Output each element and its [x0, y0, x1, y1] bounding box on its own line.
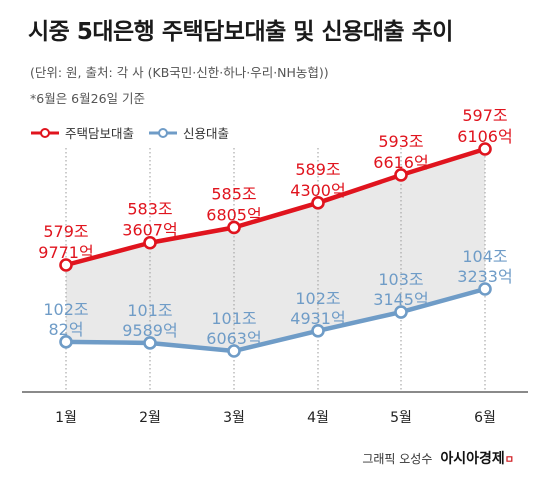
data-label-credit: 4931억: [290, 309, 345, 328]
legend-label-credit: 신용대출: [183, 126, 230, 141]
x-tick-label: 3월: [223, 410, 245, 426]
data-point-mortgage: [59, 258, 73, 272]
chart-title: 시중 5대은행 주택담보대출 및 신용대출 추이: [28, 19, 453, 45]
data-label-mortgage: 6805억: [206, 205, 261, 224]
data-label-mortgage: 589조: [295, 160, 340, 179]
data-label-mortgage: 9771억: [38, 243, 93, 262]
data-label-credit: 102조: [295, 289, 340, 308]
data-label-credit: 102조: [43, 300, 88, 319]
legend-key-credit: [149, 127, 178, 138]
data-label-credit: 9589억: [122, 321, 177, 340]
data-label-credit: 101조: [127, 301, 172, 320]
legend-item-mortgage: 주택담보대출: [30, 123, 134, 142]
chart-subtitle: (단위: 원, 출처: 각 사 (KB국민·신한·하나·우리·NH농협)): [30, 65, 329, 80]
data-point-credit: [478, 282, 492, 296]
legend-label-mortgage: 주택담보대출: [65, 126, 135, 141]
data-point-mortgage: [394, 168, 408, 182]
data-label-mortgage: 4300억: [290, 181, 345, 200]
data-point-credit: [59, 335, 73, 349]
x-tick-label: 4월: [307, 410, 329, 426]
data-point-credit: [311, 323, 325, 338]
legend-key-mortgage: [31, 127, 59, 138]
data-point-credit: [227, 344, 241, 358]
data-point-credit: [394, 305, 408, 319]
series-line-credit: [63, 286, 488, 354]
x-tick-label: 5월: [390, 410, 412, 426]
data-point-mortgage: [478, 142, 492, 156]
data-point-mortgage: [143, 235, 157, 250]
credit: 그래픽 오성수 아시아경제ㅁ: [362, 448, 514, 468]
chart-note: *6월은 6월26일 기준: [30, 91, 146, 106]
legend-item-credit: 신용대출: [148, 123, 229, 142]
credit-text: 그래픽 오성수: [362, 452, 433, 466]
data-label-credit: 82억: [48, 320, 83, 339]
data-label-credit: 6063억: [206, 329, 261, 348]
data-label-credit: 103조: [378, 270, 423, 289]
area-between-series: [66, 149, 485, 351]
data-label-credit: 3233억: [457, 267, 512, 286]
data-label-mortgage: 6616억: [373, 153, 428, 172]
data-label-mortgage: 585조: [211, 184, 256, 203]
data-label-credit: 3145억: [373, 290, 428, 309]
x-tick-label: 1월: [55, 410, 77, 426]
x-tick-label: 2월: [139, 410, 161, 426]
data-point-credit: [143, 336, 157, 350]
data-label-mortgage: 6106억: [457, 127, 512, 146]
data-label-credit: 101조: [211, 309, 256, 328]
data-label-mortgage: 583조: [127, 200, 172, 219]
brand-name: 아시아경제: [440, 451, 505, 467]
data-point-mortgage: [227, 220, 241, 235]
legend: 주택담보대출 신용대출: [30, 123, 229, 142]
data-label-mortgage: 579조: [43, 222, 88, 241]
data-label-mortgage: 593조: [378, 132, 423, 151]
brand-mark: ㅁ: [504, 455, 514, 466]
x-tick-label: 6월: [474, 410, 496, 426]
data-label-credit: 104조: [462, 247, 507, 266]
data-label-mortgage: 3607억: [122, 221, 177, 240]
brand-logo: 아시아경제ㅁ: [440, 448, 514, 468]
series-line-mortgage: [63, 146, 488, 268]
data-label-mortgage: 597조: [462, 106, 507, 125]
data-point-mortgage: [311, 196, 325, 210]
